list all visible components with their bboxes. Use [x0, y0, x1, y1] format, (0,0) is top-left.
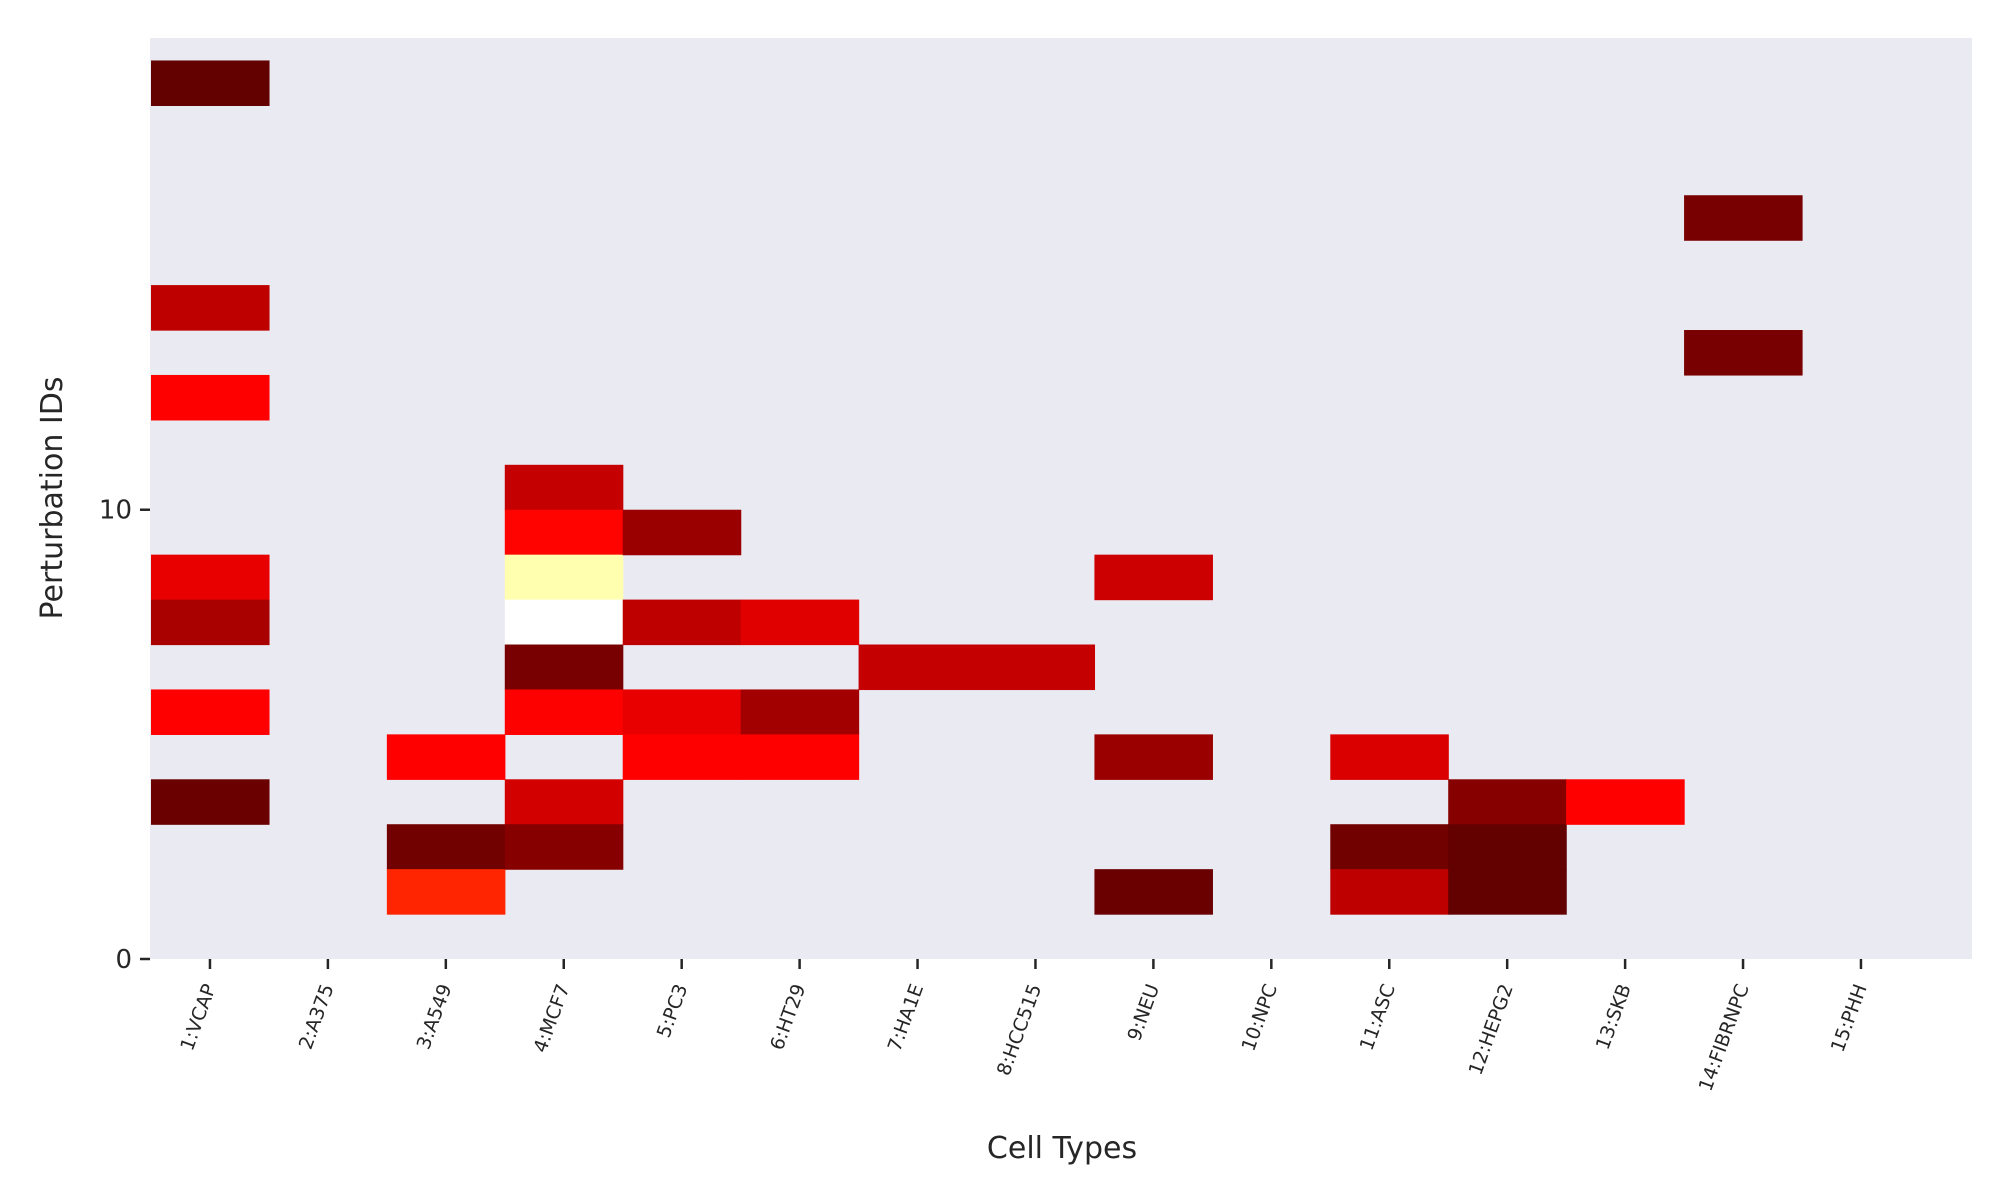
heatmap-cell [622, 509, 742, 556]
x-tick-label: 12:HEPG2 [1465, 981, 1518, 1078]
x-tick-label: 1:VCAP [176, 981, 220, 1054]
heatmap-cells [151, 60, 1803, 915]
heatmap-cell [386, 734, 506, 780]
heatmap-cell [151, 554, 270, 601]
heatmap-cell [1330, 734, 1449, 780]
plot-background [150, 38, 1972, 959]
heatmap-cell [740, 599, 860, 646]
x-tick-label: 14:FIBRNPC [1695, 981, 1754, 1094]
heatmap-cell [622, 689, 742, 735]
heatmap-cell [622, 599, 742, 646]
x-tick-label: 13:SKB [1592, 981, 1636, 1053]
heatmap-cell [740, 734, 860, 780]
heatmap-cell [740, 689, 860, 735]
heatmap-cell [1094, 554, 1213, 601]
heatmap-cell [151, 285, 270, 331]
heatmap-cell [151, 599, 270, 646]
heatmap-cell [1330, 869, 1449, 915]
heatmap-cell [504, 464, 624, 511]
heatmap-cell [504, 779, 624, 825]
heatmap-cell [151, 689, 270, 735]
x-tick-label: 10:NPC [1238, 981, 1282, 1054]
heatmap-cell [858, 644, 978, 691]
heatmap-cell [1448, 779, 1567, 825]
heatmap-cell [1448, 824, 1567, 870]
y-tick-label: 0 [115, 945, 132, 975]
heatmap-cell [151, 374, 270, 421]
heatmap-cell [1684, 330, 1803, 376]
y-tick-label: 10 [99, 496, 132, 526]
y-axis: 0 10 [99, 496, 150, 975]
heatmap-cell [1094, 869, 1213, 915]
x-tick-label: 5:PC3 [653, 981, 693, 1041]
x-axis-title: Cell Types [987, 1131, 1137, 1166]
heatmap-cell [504, 689, 624, 735]
heatmap-cell [1684, 195, 1803, 241]
x-tick-label: 4:MCF7 [529, 981, 574, 1055]
heatmap-cell [504, 644, 624, 691]
heatmap-cell [504, 554, 624, 601]
x-tick-label: 3:A549 [413, 981, 457, 1052]
heatmap-cell [504, 599, 624, 646]
heatmap-cell [151, 779, 270, 825]
x-tick-label: 11:ASC [1356, 981, 1400, 1053]
x-axis: 1:VCAP 2:A375 3:A549 4:MCF7 5:PC3 6:HT29 7:HA1… [176, 959, 1872, 1094]
x-tick-label: 2:A375 [295, 981, 339, 1052]
heatmap-cell [976, 644, 1096, 691]
x-tick-label: 15:PHH [1827, 981, 1872, 1055]
heatmap-cell [1448, 869, 1567, 915]
heatmap-cell [1330, 824, 1449, 870]
x-tick-label: 7:HA1E [884, 981, 929, 1054]
heatmap-cell [504, 824, 624, 870]
y-axis-title: Perturbation IDs [35, 377, 70, 620]
heatmap-cell [622, 734, 742, 780]
x-tick-label: 9:NEU [1123, 981, 1164, 1044]
heatmap-cell [151, 60, 270, 106]
heatmap-cell [1566, 779, 1685, 825]
heatmap-cell [386, 824, 506, 870]
heatmap-cell [504, 509, 624, 556]
heatmap-cell [386, 869, 506, 915]
heatmap-cell [1094, 734, 1213, 780]
x-tick-label: 8:HCC515 [993, 981, 1046, 1078]
x-tick-label: 6:HT29 [766, 981, 810, 1053]
